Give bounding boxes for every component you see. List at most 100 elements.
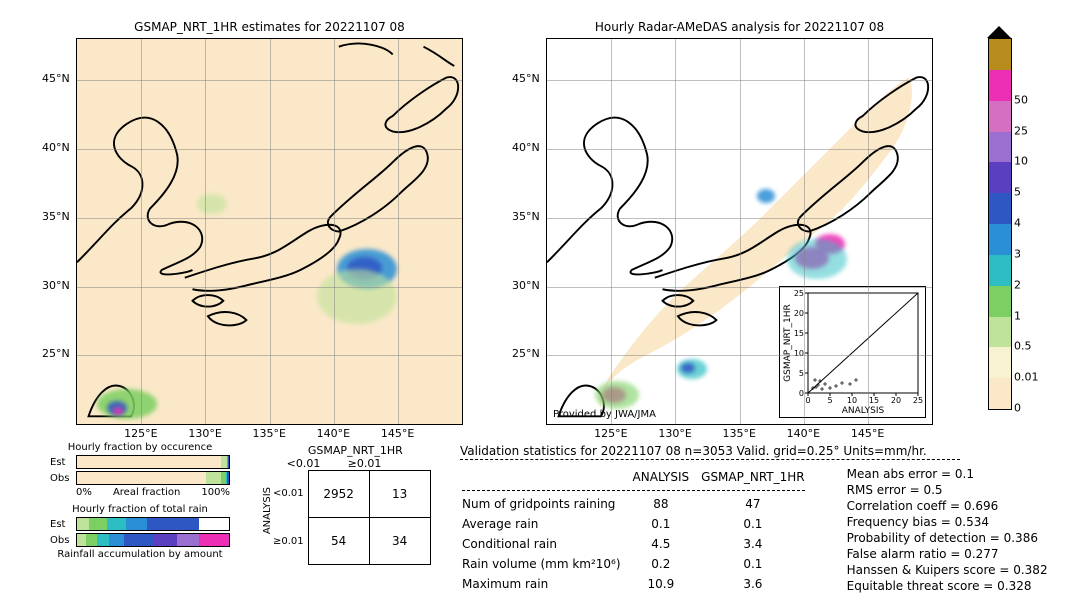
left-map: [76, 38, 463, 425]
cont-col-header: GSMAP_NRT_1HR: [280, 444, 431, 457]
colorbar-tick: 1: [1014, 309, 1021, 322]
lat-tick: 35°N: [42, 210, 70, 223]
vlabel: Average rain: [462, 515, 631, 533]
provided-by: Provided by JWA/JMA: [553, 409, 656, 420]
va: 10.9: [633, 575, 700, 593]
inset-xlabel: ANALYSIS: [842, 406, 885, 416]
colorbar-tick: 10: [1014, 155, 1028, 168]
cont-col1: ≥0.01: [334, 457, 395, 470]
lon-tick: 125°E: [594, 427, 627, 440]
bar-label: Obs: [50, 535, 76, 546]
dash-divider: [460, 459, 960, 460]
va: 4.5: [633, 535, 700, 553]
colorbar-tick: 3: [1014, 247, 1021, 260]
bar-label: Est: [50, 519, 76, 530]
fraction-bar: [76, 517, 230, 531]
lon-tick: 140°E: [317, 427, 350, 440]
validation-table: ANALYSIS GSMAP_NRT_1HR Num of gridpoints…: [460, 466, 817, 595]
vb: 3.6: [701, 575, 814, 593]
svg-text:20: 20: [794, 309, 804, 318]
totalrain-footer: Rainfall accumulation by amount: [50, 549, 230, 560]
colorbar-tick: 2: [1014, 278, 1021, 291]
va: 0.1: [633, 515, 700, 533]
svg-text:15: 15: [794, 329, 804, 338]
totalrain-title: Hourly fraction of total rain: [50, 504, 230, 515]
colorbar-tick: 0.5: [1014, 340, 1032, 353]
cell-00: 2952: [308, 471, 369, 518]
colorbar-tick: 0: [1014, 402, 1021, 415]
inset-ylabel: GSMAP_NRT_1HR: [783, 304, 793, 382]
metric-line: Probability of detection = 0.386: [847, 530, 1048, 546]
lat-tick: 25°N: [512, 347, 540, 360]
contingency-table: 295213 5434: [308, 470, 431, 565]
cont-row-header: ANALYSIS: [260, 487, 273, 534]
metric-line: Correlation coeff = 0.696: [847, 498, 1048, 514]
cont-row1: ≥0.01: [273, 518, 304, 565]
lon-tick: 145°E: [851, 427, 884, 440]
lon-tick: 135°E: [253, 427, 286, 440]
lon-tick: 130°E: [658, 427, 691, 440]
colorbar-tick: 25: [1014, 124, 1028, 137]
lat-tick: 30°N: [42, 279, 70, 292]
colorbar-tick: 50: [1014, 93, 1028, 106]
vb: 47: [701, 495, 814, 513]
lon-tick: 130°E: [188, 427, 221, 440]
lat-tick: 25°N: [42, 347, 70, 360]
vh1: ANALYSIS: [633, 468, 700, 486]
metric-line: RMS error = 0.5: [847, 482, 1048, 498]
metric-line: Hanssen & Kuipers score = 0.382: [847, 562, 1048, 578]
bar-label: Est: [50, 457, 76, 468]
validation-panel: Validation statistics for 20221107 08 n=…: [460, 444, 1048, 595]
vlabel: Conditional rain: [462, 535, 631, 553]
occurrence-panel: Hourly fraction by occurence EstObs 0% A…: [50, 440, 230, 562]
lat-tick: 40°N: [512, 141, 540, 154]
lon-tick: 140°E: [787, 427, 820, 440]
cell-01: 13: [369, 471, 430, 518]
fraction-bar: [76, 455, 230, 469]
lat-tick: 45°N: [42, 72, 70, 85]
occ-axis-label: Areal fraction: [113, 487, 180, 498]
svg-text:0: 0: [805, 396, 810, 405]
right-map-title: Hourly Radar-AMeDAS analysis for 2022110…: [546, 20, 933, 34]
metric-line: Mean abs error = 0.1: [847, 466, 1048, 482]
colorbar: [988, 38, 1012, 410]
left-map-title: GSMAP_NRT_1HR estimates for 20221107 08: [76, 20, 463, 34]
svg-text:20: 20: [891, 396, 901, 405]
metric-line: Equitable threat score = 0.328: [847, 578, 1048, 594]
lat-tick: 45°N: [512, 72, 540, 85]
occ-axis-100: 100%: [201, 487, 230, 498]
lon-tick: 135°E: [723, 427, 756, 440]
colorbar-over-arrow: [987, 26, 1011, 38]
vh2: GSMAP_NRT_1HR: [701, 468, 814, 486]
svg-text:5: 5: [827, 396, 832, 405]
right-map: Provided by JWA/JMA 00551010151520202525: [546, 38, 933, 425]
fraction-bar: [76, 471, 230, 485]
vb: 3.4: [701, 535, 814, 553]
lon-tick: 125°E: [124, 427, 157, 440]
svg-text:25: 25: [794, 289, 804, 298]
vlabel: Maximum rain: [462, 575, 631, 593]
colorbar-tick: 0.01: [1014, 371, 1039, 384]
contingency-panel: GSMAP_NRT_1HR ANALYSIS <0.01 ≥0.01 <0.01…: [260, 444, 431, 565]
vh0: [462, 468, 631, 486]
va: 88: [633, 495, 700, 513]
svg-text:10: 10: [794, 349, 804, 358]
colorbar-tick: 4: [1014, 217, 1021, 230]
scatter-inset: 00551010151520202525 ANALYSIS GSMA: [779, 286, 926, 418]
svg-text:15: 15: [869, 396, 879, 405]
vb: 0.1: [701, 555, 814, 573]
occ-axis-0: 0%: [76, 487, 92, 498]
colorbar-tick: 5: [1014, 186, 1021, 199]
fraction-bar: [76, 533, 230, 547]
lat-tick: 35°N: [512, 210, 540, 223]
metrics-list: Mean abs error = 0.1RMS error = 0.5Corre…: [847, 466, 1048, 595]
cell-10: 54: [308, 518, 369, 565]
vlabel: Num of gridpoints raining: [462, 495, 631, 513]
cont-row0: <0.01: [273, 470, 304, 517]
cont-col0: <0.01: [273, 457, 334, 470]
svg-text:10: 10: [847, 396, 857, 405]
metric-line: Frequency bias = 0.534: [847, 514, 1048, 530]
metric-line: False alarm ratio = 0.277: [847, 546, 1048, 562]
vb: 0.1: [701, 515, 814, 533]
cell-11: 34: [369, 518, 430, 565]
